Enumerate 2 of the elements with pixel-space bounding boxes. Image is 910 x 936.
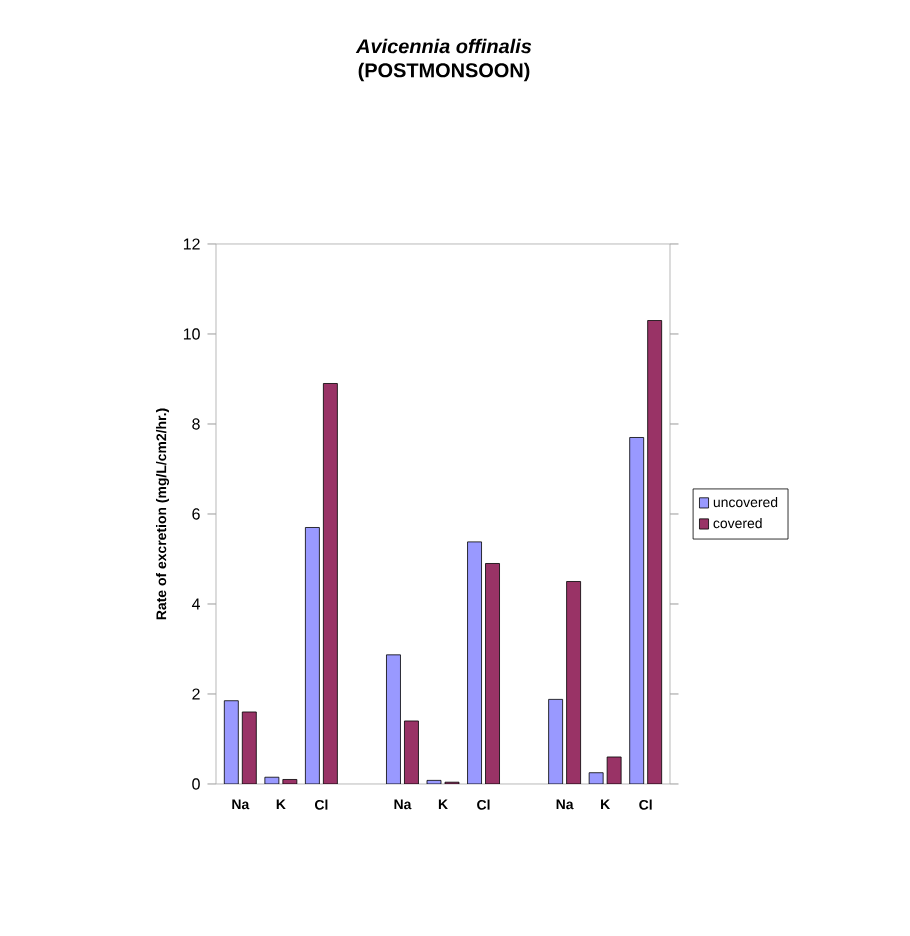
chart-subtitle: (POSTMONSOON) <box>358 62 530 82</box>
chart-title: Avicennia offinalis <box>355 38 532 54</box>
